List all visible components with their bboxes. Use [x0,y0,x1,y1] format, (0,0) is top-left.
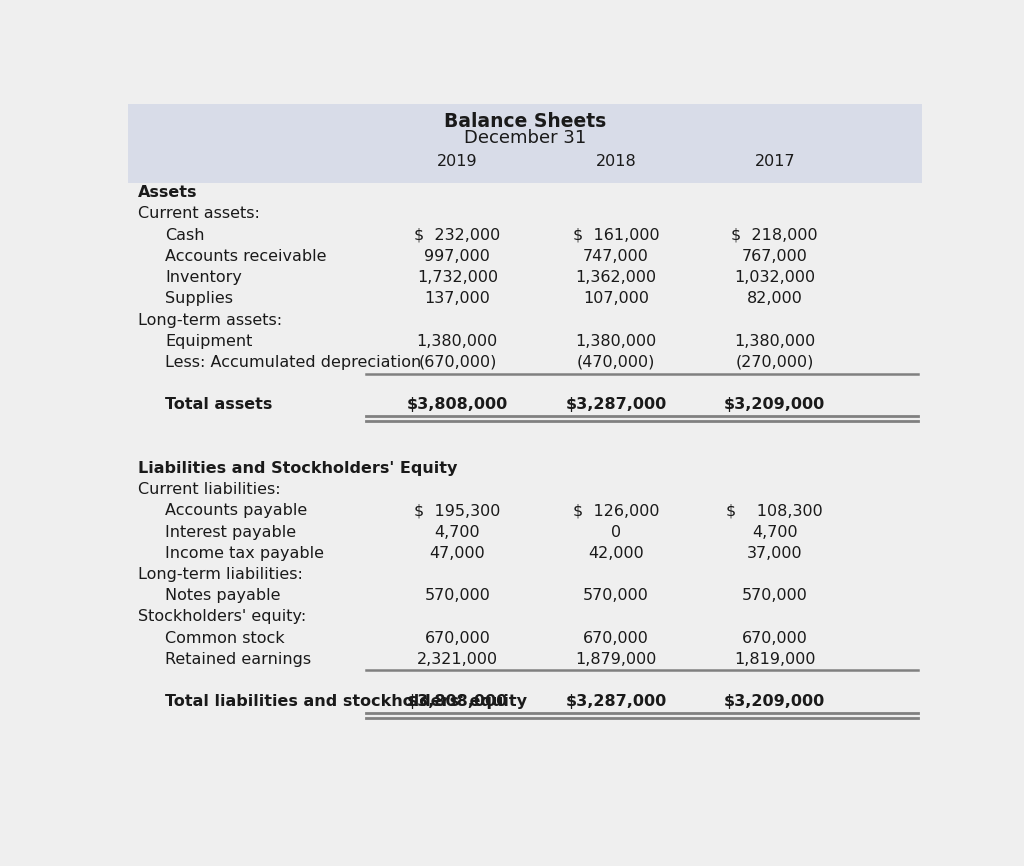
Text: 2,321,000: 2,321,000 [417,652,498,667]
Text: 107,000: 107,000 [583,291,649,307]
Text: Retained earnings: Retained earnings [165,652,311,667]
Text: 1,380,000: 1,380,000 [734,333,815,349]
Text: (470,000): (470,000) [577,355,655,370]
Text: 570,000: 570,000 [741,588,808,603]
Text: 82,000: 82,000 [746,291,803,307]
Text: Liabilities and Stockholders' Equity: Liabilities and Stockholders' Equity [137,461,457,476]
Bar [128,104,922,183]
Text: Supplies: Supplies [165,291,233,307]
Text: Notes payable: Notes payable [165,588,281,603]
Text: $3,209,000: $3,209,000 [724,397,825,412]
Text: 1,819,000: 1,819,000 [734,652,815,667]
Text: Accounts receivable: Accounts receivable [165,249,327,264]
Text: (670,000): (670,000) [418,355,497,370]
Text: $  161,000: $ 161,000 [572,228,659,242]
Text: $    108,300: $ 108,300 [726,503,823,519]
Text: Interest payable: Interest payable [165,525,296,540]
Text: Inventory: Inventory [165,270,242,285]
Text: 1,380,000: 1,380,000 [575,333,656,349]
Text: Current assets:: Current assets: [137,206,259,222]
Text: Long-term liabilities:: Long-term liabilities: [137,567,302,582]
Text: 1,032,000: 1,032,000 [734,270,815,285]
Text: Assets: Assets [137,185,197,200]
Text: 4,700: 4,700 [752,525,798,540]
Text: 2017: 2017 [755,154,795,169]
Text: 4,700: 4,700 [434,525,480,540]
Text: 37,000: 37,000 [746,546,803,561]
Text: Current liabilities:: Current liabilities: [137,482,281,497]
Text: 1,362,000: 1,362,000 [575,270,656,285]
Text: 670,000: 670,000 [741,630,808,645]
Text: 670,000: 670,000 [424,630,490,645]
Text: $3,808,000: $3,808,000 [407,397,508,412]
Text: $  218,000: $ 218,000 [731,228,818,242]
Text: Accounts payable: Accounts payable [165,503,307,519]
Text: 2018: 2018 [596,154,637,169]
Text: $3,287,000: $3,287,000 [565,397,667,412]
Text: 1,879,000: 1,879,000 [575,652,656,667]
Text: 767,000: 767,000 [741,249,808,264]
Text: Stockholders' equity:: Stockholders' equity: [137,610,306,624]
Text: 47,000: 47,000 [429,546,485,561]
Text: $  126,000: $ 126,000 [572,503,659,519]
Text: $3,808,000: $3,808,000 [407,695,508,709]
Text: 42,000: 42,000 [588,546,644,561]
Text: Total liabilities and stockholders' equity: Total liabilities and stockholders' equi… [165,695,527,709]
Text: Equipment: Equipment [165,333,253,349]
Text: Long-term assets:: Long-term assets: [137,313,282,327]
Text: 137,000: 137,000 [424,291,490,307]
Text: $  232,000: $ 232,000 [415,228,501,242]
Text: December 31: December 31 [464,129,586,147]
Text: 670,000: 670,000 [583,630,649,645]
Text: 570,000: 570,000 [583,588,649,603]
Text: $3,287,000: $3,287,000 [565,695,667,709]
Text: 747,000: 747,000 [583,249,649,264]
Text: 1,380,000: 1,380,000 [417,333,498,349]
Text: Total assets: Total assets [165,397,272,412]
Text: (270,000): (270,000) [735,355,814,370]
Text: Income tax payable: Income tax payable [165,546,325,561]
Text: $3,209,000: $3,209,000 [724,695,825,709]
Text: Common stock: Common stock [165,630,285,645]
Text: 2019: 2019 [437,154,477,169]
Text: 997,000: 997,000 [424,249,490,264]
Text: 0: 0 [611,525,622,540]
Text: 570,000: 570,000 [424,588,490,603]
Text: Less: Accumulated depreciation: Less: Accumulated depreciation [165,355,422,370]
Text: Cash: Cash [165,228,205,242]
Text: Balance Sheets: Balance Sheets [443,112,606,131]
Text: 1,732,000: 1,732,000 [417,270,498,285]
Text: $  195,300: $ 195,300 [414,503,501,519]
